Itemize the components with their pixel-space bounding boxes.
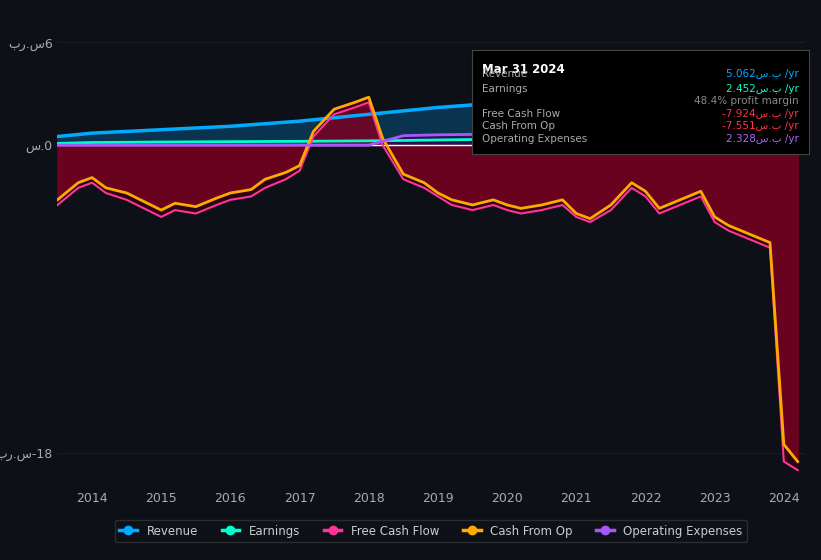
Text: -7.924س.ب /yr: -7.924س.ب /yr [722, 109, 799, 119]
Text: 48.4% profit margin: 48.4% profit margin [694, 96, 799, 106]
Text: Cash From Op: Cash From Op [482, 121, 555, 131]
Text: Free Cash Flow: Free Cash Flow [482, 109, 560, 119]
Text: 2.452س.ب /yr: 2.452س.ب /yr [726, 84, 799, 94]
Text: 5.062س.ب /yr: 5.062س.ب /yr [726, 69, 799, 80]
Text: Operating Expenses: Operating Expenses [482, 134, 587, 143]
Text: Earnings: Earnings [482, 84, 528, 94]
Text: 2.328س.ب /yr: 2.328س.ب /yr [726, 134, 799, 143]
Legend: Revenue, Earnings, Free Cash Flow, Cash From Op, Operating Expenses: Revenue, Earnings, Free Cash Flow, Cash … [115, 520, 747, 543]
Text: Mar 31 2024: Mar 31 2024 [482, 63, 565, 76]
Text: -7.551س.ب /yr: -7.551س.ب /yr [722, 121, 799, 131]
Text: Revenue: Revenue [482, 69, 527, 80]
